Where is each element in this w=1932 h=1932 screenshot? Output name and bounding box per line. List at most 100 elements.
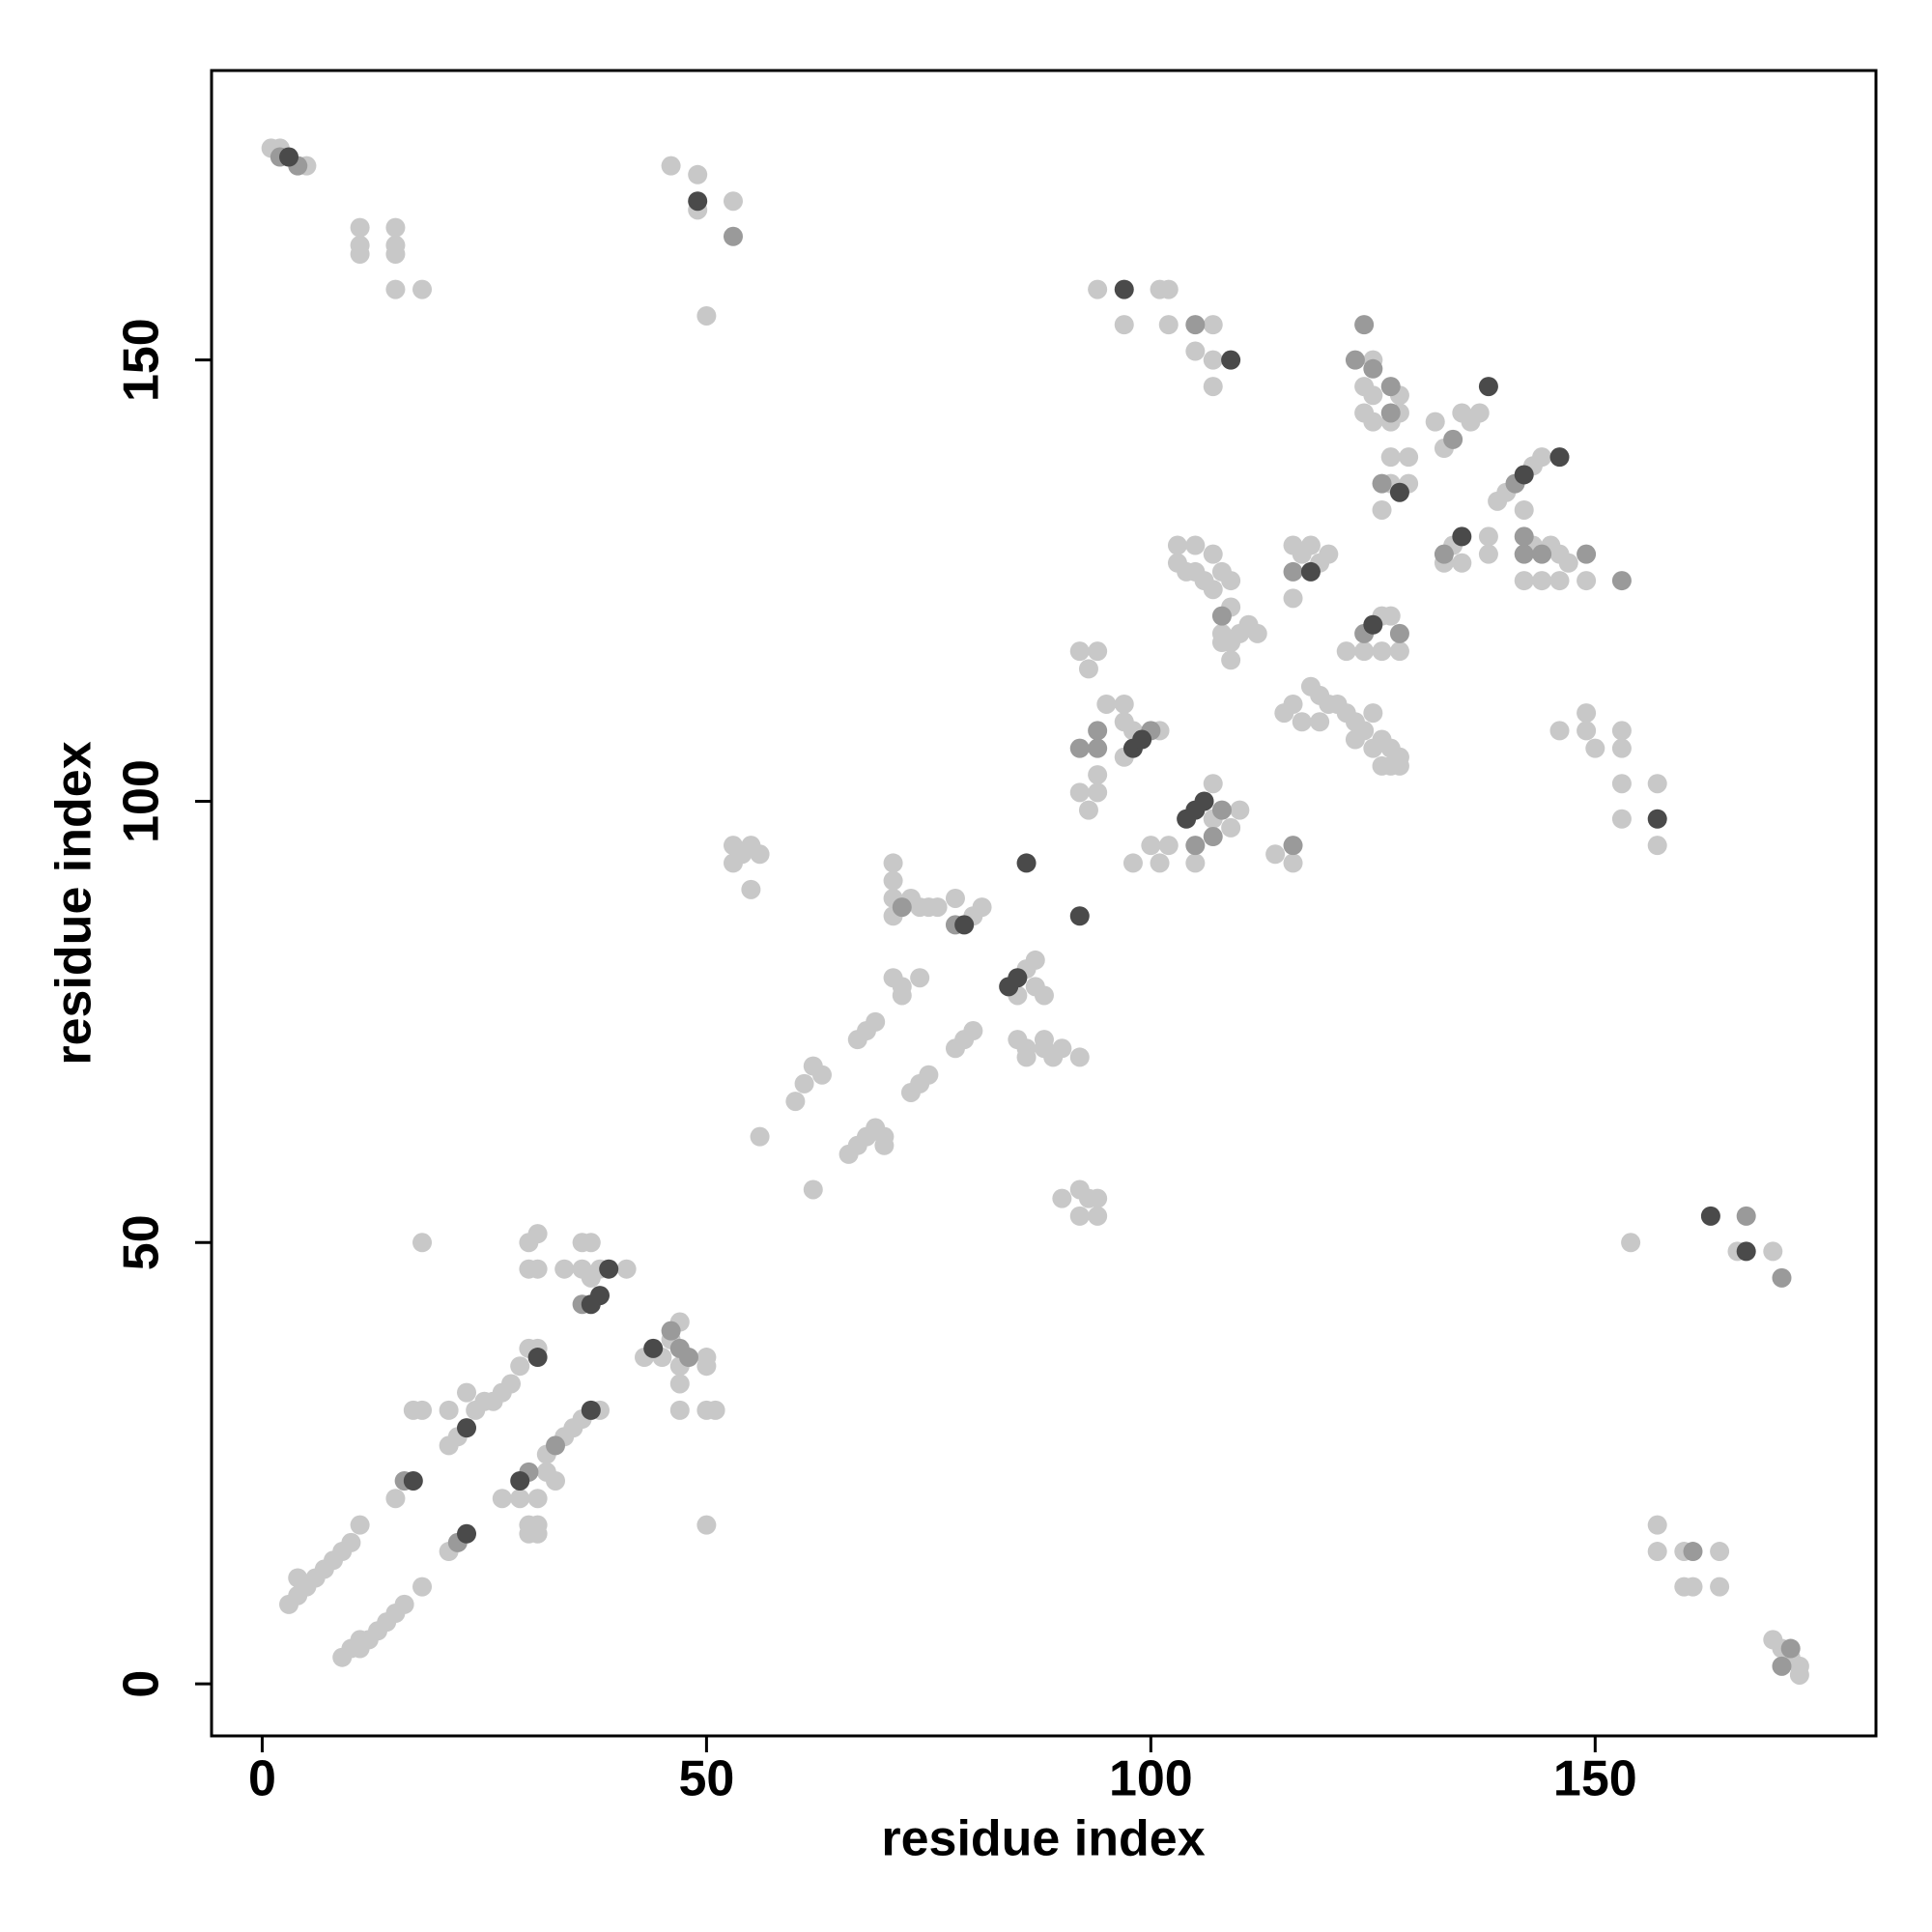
contact-point	[527, 1224, 548, 1244]
contact-point	[1221, 817, 1241, 838]
contact-point	[1380, 403, 1401, 423]
contact-point	[350, 1515, 370, 1535]
x-tick-label: 50	[678, 1751, 734, 1807]
contact-point	[1221, 571, 1241, 591]
contact-point	[1372, 499, 1392, 520]
contact-point	[750, 844, 770, 865]
contact-point	[385, 217, 406, 238]
contact-point	[1478, 526, 1498, 547]
contact-point	[972, 897, 992, 918]
contact-point	[1043, 1047, 1064, 1067]
contact-point	[1221, 650, 1241, 670]
contact-point	[403, 1470, 423, 1491]
contact-point	[581, 1233, 601, 1253]
contact-point	[1203, 350, 1223, 370]
contact-point	[1736, 1241, 1756, 1262]
contact-point	[1452, 526, 1472, 547]
contact-point	[723, 226, 743, 246]
contact-point	[1034, 985, 1054, 1006]
y-axis-title: residue index	[46, 741, 102, 1065]
contact-point	[1283, 853, 1303, 873]
contact-point	[1069, 641, 1090, 662]
contact-point	[741, 879, 761, 899]
contact-point	[1078, 800, 1098, 820]
contact-point	[1158, 315, 1179, 335]
contact-point	[1443, 429, 1463, 449]
plot-frame	[210, 69, 1878, 1738]
contact-point	[1469, 403, 1490, 423]
contact-point	[1532, 571, 1552, 591]
contact-point	[412, 1233, 433, 1253]
contact-point	[803, 1179, 823, 1200]
contact-point	[1514, 526, 1534, 547]
contact-point	[1577, 721, 1597, 741]
contact-point	[288, 1568, 308, 1588]
contact-point	[1292, 712, 1312, 732]
contact-point	[1683, 1577, 1703, 1597]
contact-point	[1016, 853, 1037, 873]
contact-point	[1399, 447, 1419, 468]
contact-point	[1141, 836, 1161, 856]
y-tick-label: 100	[114, 759, 170, 843]
contact-point	[1203, 774, 1223, 794]
contact-point	[492, 1489, 512, 1509]
contact-point	[1088, 765, 1108, 785]
contact-point	[669, 1374, 690, 1394]
contact-point	[1114, 279, 1134, 299]
contact-point	[1310, 712, 1330, 732]
contact-point	[1380, 377, 1401, 397]
contact-point	[1088, 738, 1108, 758]
contact-point	[1710, 1542, 1730, 1562]
contact-point	[1772, 1656, 1792, 1676]
contact-point	[1034, 1030, 1054, 1050]
contact-point	[1132, 729, 1152, 750]
contact-point	[1088, 1206, 1108, 1226]
contact-point	[457, 1382, 477, 1403]
contact-point	[661, 1321, 681, 1341]
contact-point	[1114, 694, 1134, 714]
contact-point	[1150, 853, 1170, 873]
contact-point	[1158, 279, 1179, 299]
contact-point	[963, 1021, 983, 1041]
contact-point	[1514, 544, 1534, 564]
contact-point	[723, 853, 743, 873]
contact-point	[1647, 774, 1667, 794]
contact-point	[669, 1400, 690, 1420]
contact-point	[350, 217, 370, 238]
contact-point	[1185, 836, 1206, 856]
contact-point	[696, 1515, 717, 1535]
contact-point	[1167, 535, 1187, 555]
contact-point	[546, 1435, 566, 1456]
contact-point	[1016, 1047, 1037, 1067]
contact-point	[1345, 350, 1365, 370]
contact-point	[1158, 836, 1179, 856]
contact-point	[501, 1374, 522, 1394]
contact-point	[385, 244, 406, 265]
contact-point	[1069, 906, 1090, 926]
contact-point	[1354, 641, 1375, 662]
contact-point	[412, 1400, 433, 1420]
contact-point	[750, 1126, 770, 1147]
contact-point	[1211, 606, 1232, 626]
contact-point	[1549, 721, 1570, 741]
contact-point	[1514, 571, 1534, 591]
contact-point	[1772, 1267, 1792, 1288]
contact-point	[1363, 358, 1383, 379]
contact-point	[554, 1259, 575, 1279]
contact-point	[1363, 385, 1383, 406]
contact-point	[527, 1259, 548, 1279]
contact-point	[883, 870, 903, 891]
contact-point	[1372, 755, 1392, 776]
contact-point	[1549, 447, 1570, 468]
contact-point	[1122, 853, 1143, 873]
contact-point	[1319, 544, 1339, 564]
contact-point	[892, 985, 912, 1006]
contact-point	[1647, 1542, 1667, 1562]
contact-point	[1549, 571, 1570, 591]
contact-point	[439, 1400, 459, 1420]
contact-point	[581, 1400, 601, 1420]
contact-point	[1363, 614, 1383, 635]
contact-point	[350, 1630, 370, 1650]
contact-point	[1389, 641, 1409, 662]
contact-point	[688, 191, 708, 212]
